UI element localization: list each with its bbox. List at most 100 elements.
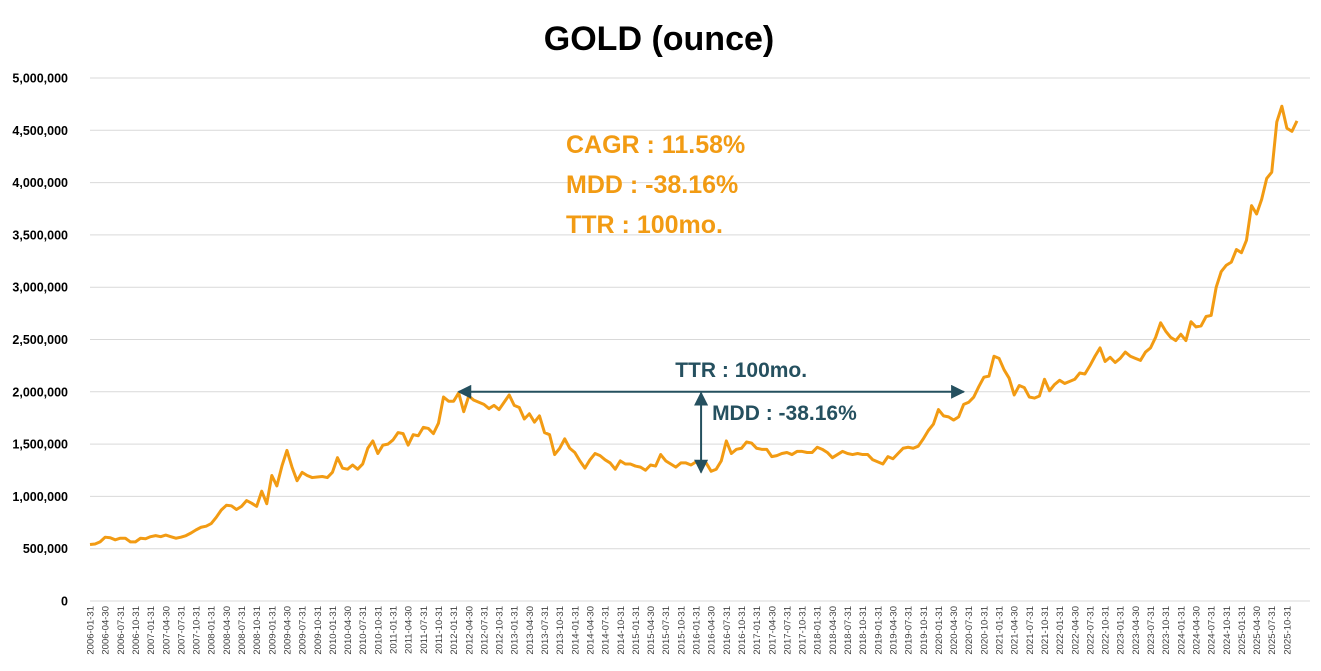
y-axis-tick-labels: 0 500,000 1,000,000 1,500,000 2,000,000 2,500… [12, 72, 68, 609]
x-tick-label: 2007-07-31 [176, 606, 187, 655]
x-tick-label: 2015-04-30 [646, 606, 657, 655]
y-tick-label: 1,000,000 [12, 490, 68, 504]
x-tick-label: 2022-07-31 [1085, 606, 1096, 655]
x-tick-label: 2021-07-31 [1025, 606, 1036, 655]
x-tick-label: 2025-07-31 [1267, 606, 1278, 655]
x-tick-label: 2019-10-31 [919, 606, 930, 655]
y-tick-label: 1,500,000 [12, 438, 68, 452]
x-tick-label: 2025-10-31 [1282, 606, 1293, 655]
x-tick-label: 2023-04-30 [1131, 606, 1142, 655]
x-tick-label: 2006-04-30 [101, 606, 112, 655]
series-layer [89, 104, 1299, 547]
x-tick-label: 2017-04-30 [767, 606, 778, 655]
y-tick-label: 5,000,000 [12, 72, 68, 86]
x-tick-label: 2018-07-31 [843, 606, 854, 655]
y-tick-label: 3,500,000 [12, 228, 68, 242]
x-tick-label: 2006-10-31 [131, 606, 142, 655]
x-tick-label: 2021-01-31 [995, 606, 1006, 655]
chart-title: GOLD (ounce) [544, 20, 774, 58]
x-tick-label: 2018-10-31 [858, 606, 869, 655]
x-tick-label: 2015-01-31 [631, 606, 642, 655]
x-tick-label: 2013-04-30 [525, 606, 536, 655]
x-tick-label: 2010-10-31 [373, 606, 384, 655]
x-tick-label: 2018-01-31 [813, 606, 824, 655]
y-tick-label: 500,000 [23, 542, 68, 556]
x-tick-label: 2019-04-30 [888, 606, 899, 655]
x-tick-label: 2023-01-31 [1116, 606, 1127, 655]
x-tick-label: 2008-01-31 [207, 606, 218, 655]
x-tick-label: 2009-07-31 [298, 606, 309, 655]
x-tick-label: 2008-04-30 [222, 606, 233, 655]
x-tick-label: 2014-04-30 [585, 606, 596, 655]
x-tick-label: 2010-01-31 [328, 606, 339, 655]
x-tick-label: 2019-01-31 [873, 606, 884, 655]
x-tick-label: 2006-01-31 [86, 606, 97, 655]
y-tick-label: 4,000,000 [12, 176, 68, 190]
x-tick-label: 2016-07-31 [722, 606, 733, 655]
stats-box: CAGR : 11.58% MDD : -38.16% TTR : 100mo. [566, 131, 745, 239]
x-tick-label: 2009-04-30 [282, 606, 293, 655]
x-tick-label: 2019-07-31 [904, 606, 915, 655]
x-tick-label: 2024-04-30 [1191, 606, 1202, 655]
x-tick-label: 2017-07-31 [782, 606, 793, 655]
x-tick-label: 2016-04-30 [707, 606, 718, 655]
x-tick-label: 2020-07-31 [964, 606, 975, 655]
x-tick-label: 2008-10-31 [252, 606, 263, 655]
x-tick-label: 2007-04-30 [161, 606, 172, 655]
ttr-stat: TTR : 100mo. [566, 211, 723, 239]
x-tick-label: 2020-01-31 [934, 606, 945, 655]
annotation-layer: TTR : 100mo. MDD : -38.16% [457, 359, 966, 474]
x-tick-label: 2013-07-31 [540, 606, 551, 655]
x-tick-label: 2018-04-30 [828, 606, 839, 655]
y-tick-label: 2,500,000 [12, 333, 68, 347]
x-tick-label: 2014-01-31 [570, 606, 581, 655]
x-tick-label: 2021-10-31 [1040, 606, 1051, 655]
x-tick-label: 2011-01-31 [389, 606, 400, 654]
y-tick-label: 3,000,000 [12, 281, 68, 295]
x-tick-label: 2013-10-31 [555, 606, 566, 655]
x-tick-label: 2008-07-31 [237, 606, 248, 655]
x-axis-tick-labels: 2006-01-31 2006-04-30 2006-07-31 2006-10-31… [86, 606, 1294, 655]
x-tick-label: 2014-07-31 [601, 606, 612, 655]
x-tick-label: 2024-07-31 [1207, 606, 1218, 655]
ttr-arrow-label: TTR : 100mo. [675, 359, 807, 382]
x-tick-label: 2013-01-31 [510, 606, 521, 655]
x-tick-label: 2014-10-31 [616, 606, 627, 655]
x-tick-label: 2009-01-31 [267, 606, 278, 655]
x-tick-label: 2024-01-31 [1176, 606, 1187, 655]
x-tick-label: 2022-04-30 [1070, 606, 1081, 655]
x-tick-label: 2021-04-30 [1010, 606, 1021, 655]
x-tick-label: 2010-04-30 [343, 606, 354, 655]
x-tick-label: 2020-10-31 [979, 606, 990, 655]
x-tick-label: 2009-10-31 [313, 606, 324, 655]
x-tick-label: 2011-04-30 [404, 606, 415, 654]
mdd-arrow-label: MDD : -38.16% [712, 402, 857, 425]
x-tick-label: 2010-07-31 [358, 606, 369, 655]
y-tick-label: 2,000,000 [12, 385, 68, 399]
x-tick-label: 2017-01-31 [752, 606, 763, 655]
x-tick-label: 2011-10-31 [434, 606, 445, 654]
x-tick-label: 2012-04-30 [464, 606, 475, 655]
mdd-stat: MDD : -38.16% [566, 171, 738, 199]
x-tick-label: 2016-01-31 [692, 606, 703, 655]
cagr-stat: CAGR : 11.58% [566, 131, 745, 159]
y-tick-label: 0 [61, 595, 68, 609]
x-tick-label: 2023-07-31 [1146, 606, 1157, 655]
x-tick-label: 2007-01-31 [146, 606, 157, 655]
x-tick-label: 2015-10-31 [676, 606, 687, 655]
x-tick-label: 2015-07-31 [661, 606, 672, 655]
x-tick-label: 2022-01-31 [1055, 606, 1066, 655]
x-tick-label: 2017-10-31 [798, 606, 809, 655]
x-tick-label: 2011-07-31 [419, 606, 430, 654]
x-tick-label: 2012-01-31 [449, 606, 460, 655]
x-tick-label: 2012-07-31 [479, 606, 490, 655]
x-tick-label: 2024-10-31 [1222, 606, 1233, 655]
y-tick-label: 4,500,000 [12, 124, 68, 138]
x-tick-label: 2016-10-31 [737, 606, 748, 655]
x-tick-label: 2006-07-31 [116, 606, 127, 655]
x-tick-label: 2023-10-31 [1161, 606, 1172, 655]
x-tick-label: 2012-10-31 [495, 606, 506, 655]
x-tick-label: 2025-01-31 [1237, 606, 1248, 655]
x-tick-label: 2020-04-30 [949, 606, 960, 655]
